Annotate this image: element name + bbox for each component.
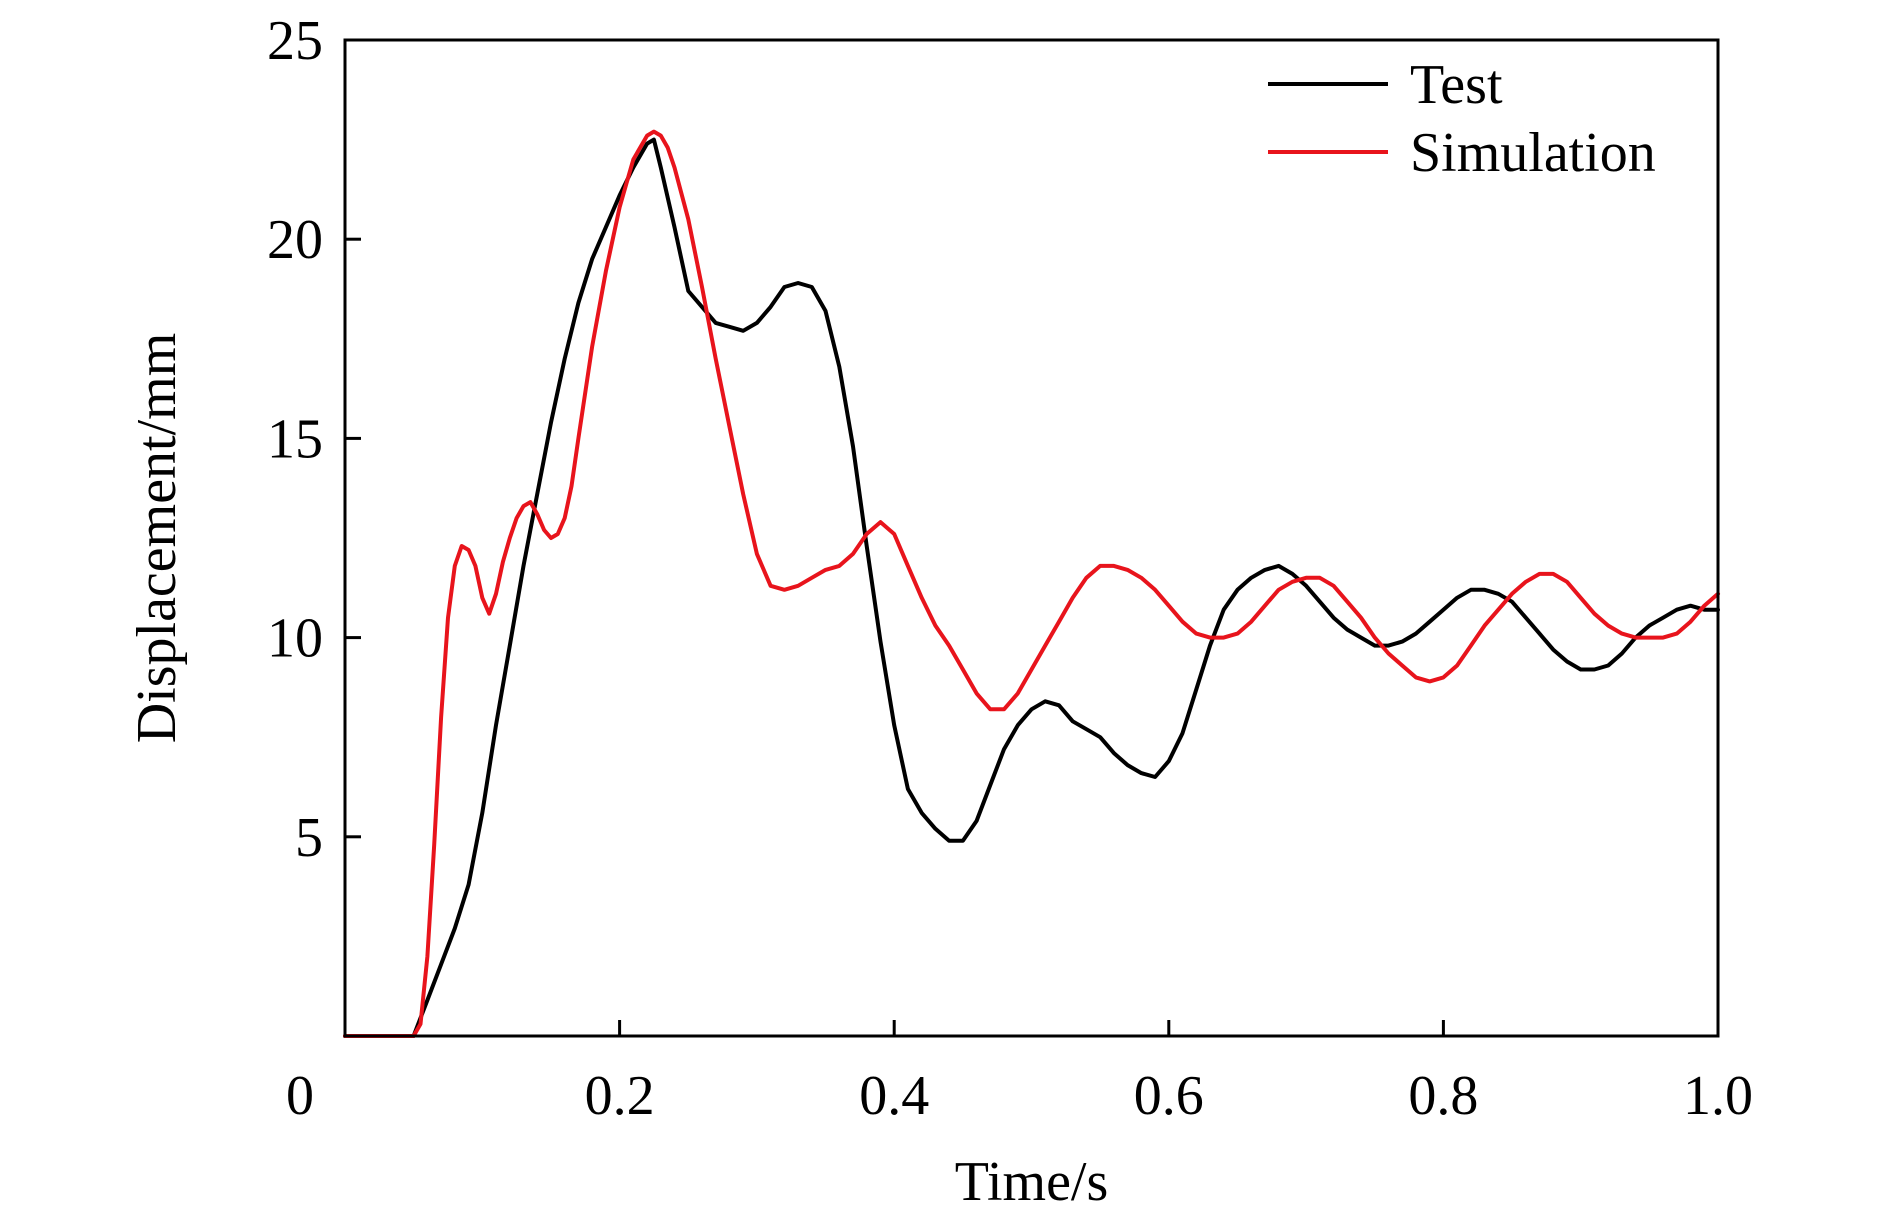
x-tick-label: 0.2 <box>585 1065 655 1127</box>
x-tick-label: 0.6 <box>1134 1065 1204 1127</box>
legend-label: Test <box>1410 54 1503 116</box>
x-axis-ticks: 0 0.2 0.4 0.6 0.8 1.0 <box>286 1020 1753 1127</box>
x-tick-label: 0 <box>286 1065 314 1127</box>
x-axis-label: Time/s <box>955 1151 1109 1213</box>
y-tick-label: 10 <box>267 608 323 670</box>
y-tick-label: 5 <box>295 807 323 869</box>
series-line-simulation <box>343 129 1720 1038</box>
y-tick-label: 25 <box>267 10 323 72</box>
x-tick-label: 1.0 <box>1683 1065 1753 1127</box>
series-layer <box>343 129 1720 1038</box>
y-axis-label: Displacement/mm <box>126 333 188 744</box>
y-tick-label: 20 <box>267 209 323 271</box>
x-tick-label: 0.8 <box>1408 1065 1478 1127</box>
legend-label: Simulation <box>1410 122 1656 184</box>
x-tick-label: 0.4 <box>859 1065 929 1127</box>
y-tick-label: 15 <box>267 408 323 470</box>
series-line-test <box>343 137 1720 1038</box>
y-axis-ticks: 5 10 15 20 25 <box>267 10 361 869</box>
plot-frame <box>343 38 1720 1038</box>
